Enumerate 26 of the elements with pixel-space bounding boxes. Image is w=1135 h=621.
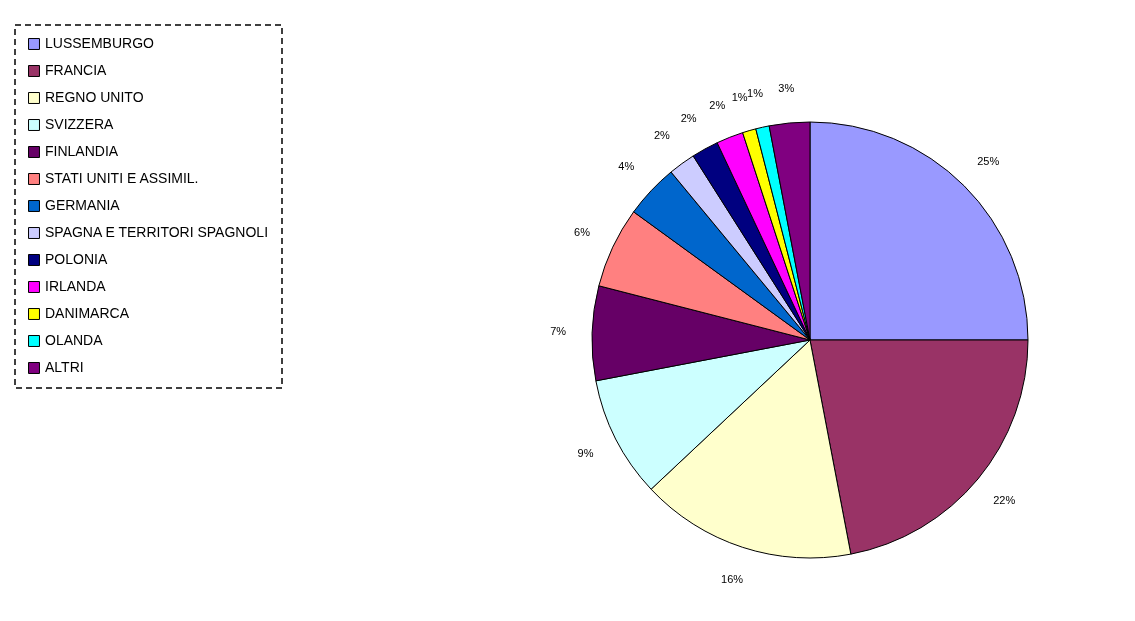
data-label: 7% xyxy=(550,325,567,338)
data-label: 1% xyxy=(731,91,748,104)
data-label: 2% xyxy=(653,129,671,142)
data-label: 4% xyxy=(618,160,635,173)
legend-label: STATI UNITI E ASSIMIL. xyxy=(45,170,199,186)
legend-label: GERMANIA xyxy=(45,197,121,213)
legend-label: ALTRI xyxy=(45,359,84,375)
data-label: 25% xyxy=(977,154,1000,167)
data-label: 16% xyxy=(721,572,744,585)
data-label: 6% xyxy=(574,225,591,238)
legend-label: LUSSEMBURGO xyxy=(45,35,155,51)
legend-label: FINLANDIA xyxy=(45,143,119,159)
legend-label: OLANDA xyxy=(45,332,104,348)
data-label: 2% xyxy=(680,112,697,125)
legend-label: REGNO UNITO xyxy=(45,89,144,105)
data-label: 1% xyxy=(747,87,764,100)
data-label: 9% xyxy=(577,447,594,460)
legend-label: SVIZZERA xyxy=(45,116,115,132)
legend-label: FRANCIA xyxy=(45,62,108,78)
legend-label: DANIMARCA xyxy=(45,305,130,321)
legend-label: IRLANDA xyxy=(45,278,107,294)
data-label: 2% xyxy=(709,98,726,111)
data-label: 3% xyxy=(778,82,795,95)
legend-label: SPAGNA E TERRITORI SPAGNOLI xyxy=(45,224,269,240)
data-label: 22% xyxy=(993,493,1016,506)
legend-label: POLONIA xyxy=(45,251,108,267)
